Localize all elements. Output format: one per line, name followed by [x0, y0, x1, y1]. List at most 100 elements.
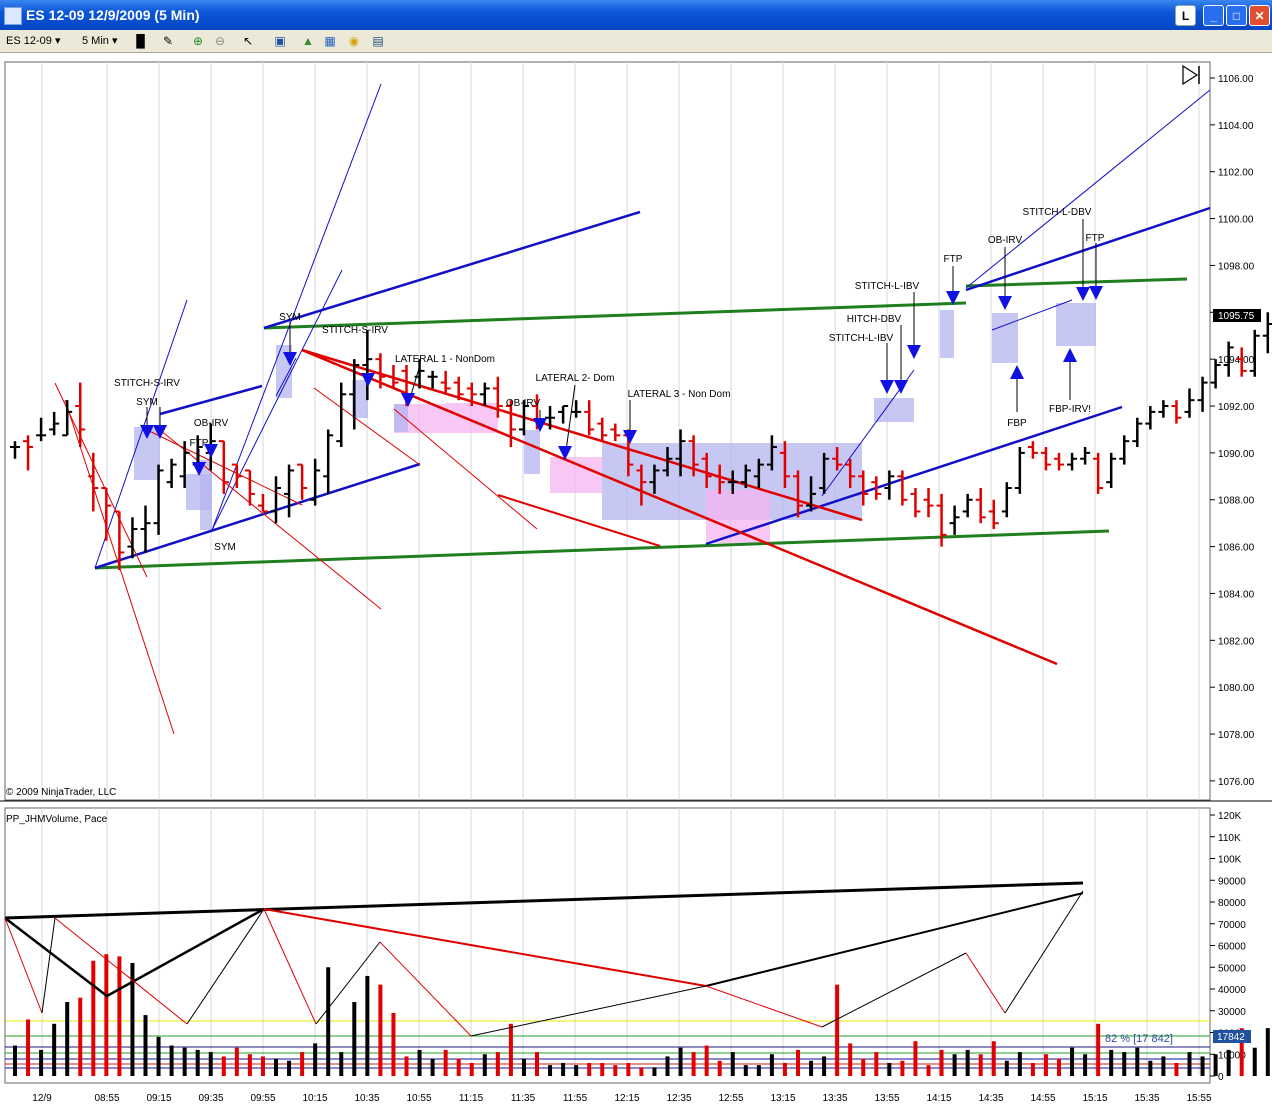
annotation-label: FBP: [1007, 418, 1027, 429]
volume-bar: [274, 1058, 278, 1076]
annotation-label: SYM: [214, 542, 236, 553]
bar-style-icon[interactable]: ▐▌: [132, 34, 150, 48]
annotation-label: FTP: [944, 254, 963, 265]
arrow-shaft: [564, 384, 576, 459]
time-tick-label: 12:55: [718, 1093, 743, 1104]
volume-bar: [822, 1056, 827, 1076]
volume-trend-line: [263, 908, 707, 987]
volume-bar: [443, 1049, 448, 1076]
volume-bar: [978, 1054, 983, 1076]
volume-bar: [482, 1054, 487, 1076]
pencil-draw-icon[interactable]: ✎: [162, 34, 174, 48]
volume-zigzag-segment: [186, 908, 265, 1025]
price-tick-label: 1086.00: [1218, 543, 1255, 554]
annotation-label: STITCH-L-IBV: [829, 333, 894, 344]
pace-text: 82 % [17 842]: [1105, 1033, 1173, 1045]
indicators-icon[interactable]: ▲: [302, 34, 314, 48]
volume-bar: [391, 1012, 396, 1076]
volume-bar: [600, 1062, 605, 1076]
volume-bar: [861, 1058, 866, 1076]
instrument-label: ES 12-09: [6, 35, 52, 47]
data-box-icon[interactable]: ▣: [274, 34, 286, 48]
trend-line: [211, 269, 343, 531]
volume-bar: [769, 1054, 774, 1076]
time-tick-label: 08:55: [94, 1093, 119, 1104]
volume-bar: [247, 1054, 252, 1076]
volume-bar: [260, 1056, 265, 1076]
minimize-button[interactable]: _: [1203, 5, 1224, 26]
volume-bar: [626, 1062, 631, 1076]
volume-bar: [913, 1041, 918, 1076]
instrument-selector[interactable]: ES 12-09 ▾: [6, 33, 60, 49]
price-tick-label: 1080.00: [1218, 683, 1255, 694]
price-tick-label: 1102.00: [1218, 168, 1254, 179]
volume-bar: [652, 1067, 657, 1076]
annotation-label: LATERAL 2- Dom: [536, 373, 615, 384]
trend-line: [94, 529, 1110, 570]
zoom-in-icon[interactable]: ⊕: [192, 34, 204, 48]
volume-zigzag-segment: [315, 941, 381, 1025]
maximize-button[interactable]: □: [1226, 5, 1247, 26]
highlight-region: [550, 457, 602, 493]
zoom-out-icon[interactable]: ⊖: [214, 34, 226, 48]
annotation-label: STITCH-S-IRV: [114, 378, 180, 389]
volume-bar: [900, 1060, 905, 1076]
volume-bar: [678, 1047, 683, 1076]
interval-selector[interactable]: 5 Min ▾: [82, 33, 118, 49]
price-tick-label: 1106.00: [1218, 74, 1254, 85]
volume-bar: [117, 956, 122, 1076]
volume-zigzag-segment: [4, 917, 43, 1014]
price-tick-label: 1084.00: [1218, 589, 1255, 600]
trend-line: [821, 369, 915, 497]
volume-bars: [5, 954, 1270, 1076]
close-button[interactable]: ✕: [1249, 5, 1270, 26]
volume-bar: [404, 1056, 409, 1076]
signal-arrow-head: [880, 380, 894, 394]
time-tick-label: 15:35: [1134, 1093, 1159, 1104]
trend-line: [991, 299, 1073, 331]
volume-tick-label: 100K: [1218, 855, 1242, 866]
volume-bar: [1213, 1054, 1218, 1076]
volume-bar: [104, 954, 109, 1076]
volume-bar: [926, 1065, 931, 1076]
volume-trend-line: [705, 892, 1084, 987]
volume-bar: [365, 975, 370, 1076]
time-tick-label: 14:15: [926, 1093, 951, 1104]
scroll-to-end-icon[interactable]: [1182, 64, 1200, 86]
chart-area[interactable]: 1106.001104.001102.001100.001098.001096.…: [0, 52, 1272, 1111]
properties-icon[interactable]: ▤: [372, 34, 384, 48]
signal-arrow-head: [946, 291, 960, 305]
volume-bar: [574, 1065, 579, 1076]
volume-bar: [13, 1045, 17, 1076]
volume-bar: [548, 1065, 553, 1076]
time-tick-label: 10:55: [406, 1093, 431, 1104]
volume-zigzag-segment: [379, 941, 472, 1037]
volume-bar: [417, 1049, 422, 1076]
volume-bar: [1017, 1052, 1022, 1076]
volume-bar: [1252, 1047, 1257, 1076]
signal-arrow-head: [401, 393, 415, 407]
price-volume-chart[interactable]: 1106.001104.001102.001100.001098.001096.…: [0, 52, 1272, 1111]
price-tick-label: 1100.00: [1218, 215, 1254, 226]
volume-bar: [1030, 1062, 1035, 1076]
volume-zigzag-segment: [470, 985, 707, 1037]
strategies-icon[interactable]: ▦: [324, 34, 336, 48]
volume-bar: [535, 1052, 539, 1076]
volume-marker-value: 17842: [1217, 1032, 1245, 1043]
trend-lines: [54, 83, 1211, 735]
time-tick-label: 15:15: [1082, 1093, 1107, 1104]
price-tick-label: 1094.00: [1218, 355, 1255, 366]
title-bar: ES 12-09 12/9/2009 (5 Min) L _ □ ✕: [0, 0, 1272, 30]
signal-arrow-head: [153, 425, 167, 439]
alert-icon[interactable]: ◉: [348, 34, 360, 48]
volume-tick-label: 40000: [1218, 985, 1246, 996]
highlight-region: [706, 490, 770, 543]
volume-bar: [91, 960, 96, 1076]
time-tick-label: 13:15: [770, 1093, 795, 1104]
volume-zigzag-segment: [821, 952, 967, 1028]
volume-zigzag-segment: [965, 952, 1006, 1014]
trend-line: [705, 405, 1123, 546]
signal-arrows: [140, 219, 1103, 476]
cursor-pointer-icon[interactable]: ↖: [242, 34, 254, 48]
link-button[interactable]: L: [1175, 5, 1196, 26]
